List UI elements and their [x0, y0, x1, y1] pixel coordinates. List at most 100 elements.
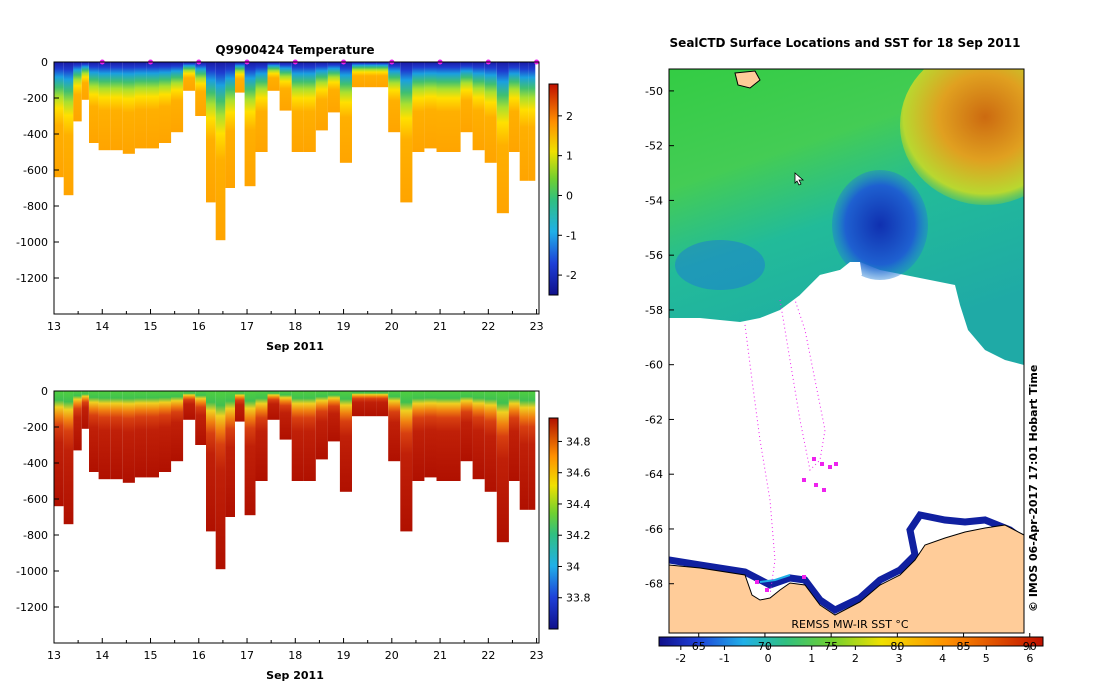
- profile-bar: [134, 391, 147, 478]
- x-tick-label: 21: [433, 320, 447, 333]
- profile-bar: [225, 62, 235, 188]
- profile-bar: [279, 62, 292, 111]
- x-tick-label: 17: [240, 649, 254, 662]
- profile-bar: [376, 391, 389, 417]
- colorbar-tick-label: 0: [566, 189, 573, 202]
- colorbar-tick-label: -1: [566, 229, 577, 242]
- profile-bar: [159, 391, 172, 472]
- temperature-colorbar: [548, 83, 559, 296]
- profile-bar: [159, 62, 172, 143]
- sst-c-tick-label: 2: [852, 652, 859, 665]
- profile-bar: [110, 391, 123, 480]
- x-tick-label: 15: [144, 649, 158, 662]
- map-y-tick-label: -54: [645, 194, 663, 207]
- profile-bar: [400, 62, 413, 203]
- seal-surface-locations: [755, 457, 838, 592]
- profile-bar: [54, 391, 64, 507]
- profile-bar: [508, 391, 520, 481]
- x-tick-label: 21: [433, 649, 447, 662]
- map-colorbar-label: REMSS MW-IR SST °C: [791, 618, 909, 631]
- x-tick-label: 20: [385, 649, 399, 662]
- profile-bar: [235, 391, 245, 422]
- profile-bar: [183, 391, 196, 420]
- profile-bar: [73, 62, 82, 122]
- colorbar-tick-label: 34.4: [566, 498, 591, 511]
- profile-bar: [195, 391, 207, 445]
- temperature-x-label: Sep 2011: [266, 340, 324, 353]
- map-y-tick-label: -50: [645, 85, 663, 98]
- coastal-sst-strip: [669, 511, 1024, 615]
- x-tick-label: 23: [530, 320, 544, 333]
- salinity-x-label: Sep 2011: [266, 669, 324, 682]
- profile-bar: [327, 62, 340, 113]
- sst-c-tick-label: 3: [896, 652, 903, 665]
- profile-bar: [303, 391, 316, 481]
- y-tick-label: 0: [41, 56, 48, 69]
- profile-bar: [110, 62, 123, 151]
- profile-bar: [484, 391, 497, 492]
- sst-f-tick-label: 75: [824, 640, 838, 653]
- profile-bar: [291, 391, 304, 481]
- profile-bar: [291, 62, 304, 152]
- profile-bar: [98, 62, 111, 151]
- profile-bar: [171, 62, 184, 133]
- y-tick-label: -1000: [16, 565, 48, 578]
- profile-bar: [496, 62, 509, 214]
- profile-bar: [496, 391, 509, 543]
- salinity-axes-frame: [53, 390, 540, 644]
- coastal-warm-segment: [759, 574, 791, 583]
- profile-bar: [267, 391, 280, 420]
- sst-cold-region: [832, 170, 928, 280]
- profile-bar: [122, 62, 135, 154]
- map-y-tick-label: -60: [645, 359, 663, 372]
- island-land: [734, 70, 761, 89]
- sst-c-tick-label: 4: [939, 652, 946, 665]
- profile-bar: [436, 62, 449, 152]
- profile-bar: [215, 391, 226, 570]
- x-tick-label: 18: [288, 320, 302, 333]
- profile-bar: [146, 391, 159, 478]
- y-tick-label: -1200: [16, 272, 48, 285]
- profile-bar: [279, 391, 292, 440]
- profile-bar: [412, 62, 425, 152]
- sst-f-tick-label: 90: [1023, 640, 1037, 653]
- map-colorbar-ticks: -2 -1 0 1 2 3 4 5 6 65 70 75 80 85 90: [675, 633, 1037, 665]
- sst-f-tick-label: 70: [758, 640, 772, 653]
- profile-bar: [484, 62, 497, 163]
- temperature-colorbar-ticks: 2 1 0 -1 -2: [558, 110, 577, 282]
- map-y-axis: -50 -52 -54 -56 -58 -60 -62 -64 -66 -68: [645, 85, 674, 591]
- x-tick-label: 18: [288, 649, 302, 662]
- profile-bar: [183, 62, 196, 91]
- y-tick-label: -400: [23, 128, 48, 141]
- colorbar-tick-label: 34: [566, 560, 580, 573]
- y-tick-label: -600: [23, 164, 48, 177]
- profile-bar: [519, 62, 529, 181]
- profile-bar: [303, 62, 316, 152]
- temperature-title: Q9900424 Temperature: [215, 43, 374, 57]
- profile-bar: [122, 391, 135, 483]
- profile-bar: [54, 62, 64, 178]
- colorbar-tick-label: 34.6: [566, 467, 591, 480]
- profile-bar: [352, 62, 365, 88]
- profile-bar: [448, 62, 461, 152]
- profile-bar: [255, 391, 268, 481]
- salinity-profiles: [54, 391, 536, 570]
- x-tick-label: 14: [95, 649, 109, 662]
- sst-c-tick-label: 1: [808, 652, 815, 665]
- profile-bar: [81, 391, 89, 429]
- profile-bar: [63, 391, 74, 525]
- x-tick-label: 13: [47, 320, 61, 333]
- map-axes-frame: [668, 68, 1025, 634]
- profile-bar: [508, 62, 520, 152]
- salinity-panel: 13 14 15 16 17 18 19 20 21 22 23 0 -200 -400 -600 -800…: [16, 385, 590, 682]
- x-tick-label: 13: [47, 649, 61, 662]
- x-tick-label: 20: [385, 320, 399, 333]
- salinity-y-axis: 0 -200 -400 -600 -800 -1000 -1200: [16, 385, 59, 614]
- temperature-axes-frame: [53, 61, 540, 315]
- sst-c-tick-label: 0: [765, 652, 772, 665]
- map-y-tick-label: -66: [645, 523, 663, 536]
- sst-f-tick-label: 85: [957, 640, 971, 653]
- colorbar-tick-label: 2: [566, 110, 573, 123]
- profile-bar: [448, 391, 461, 481]
